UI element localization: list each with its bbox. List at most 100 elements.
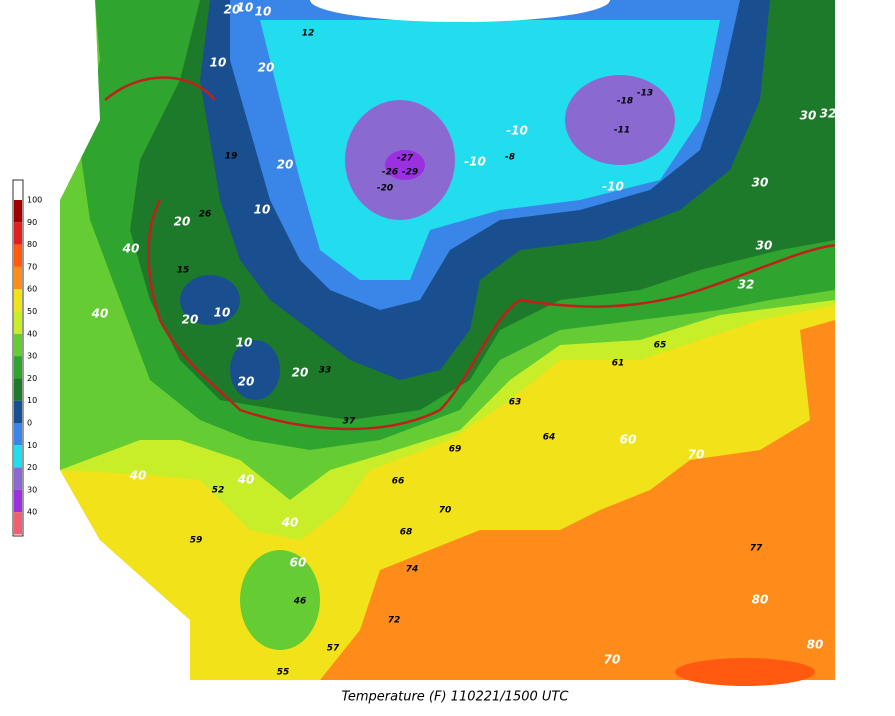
contour-label: 20: [182, 313, 199, 327]
colorbar-swatch: [14, 266, 22, 290]
colorbar-swatch: [14, 378, 22, 401]
freezing-contour: [104, 76, 836, 431]
colorbar-swatch: [14, 333, 22, 357]
station-value: 37: [343, 417, 356, 427]
contour-label: 32: [738, 278, 755, 292]
colorbar-label: 20: [27, 463, 37, 472]
contour-label: 32: [820, 107, 837, 121]
band-40-west: [240, 550, 320, 650]
colorbar-label: 0: [27, 419, 32, 428]
colorbar-label: 70: [27, 262, 37, 271]
station-value: 26: [199, 210, 212, 220]
station-value: 46: [293, 597, 307, 607]
contour-label: 20: [258, 61, 275, 75]
contour-label: 40: [122, 242, 140, 256]
contour-label: 10: [237, 1, 254, 15]
colorbar-swatch: [14, 467, 22, 490]
station-value: -11: [614, 126, 630, 136]
station-value: -26: [382, 168, 398, 178]
station-value: 66: [392, 477, 405, 487]
contour-label: 60: [290, 556, 307, 570]
station-value: -18: [617, 97, 633, 107]
contour-label: 20: [238, 375, 255, 389]
colorbar-label: 90: [27, 218, 37, 227]
colorbar-label: 100: [27, 196, 42, 205]
colorbar-swatch: [14, 489, 22, 513]
colorbar-label: 60: [27, 285, 37, 294]
station-value: 55: [277, 668, 290, 678]
contour-label: 60: [620, 433, 637, 447]
colorbar-label: 10: [27, 396, 37, 405]
station-value: 52: [212, 486, 225, 496]
colorbar-swatch: [14, 400, 22, 423]
colorbar-swatch: [14, 423, 22, 446]
colorbar-swatch: [14, 222, 22, 245]
colorbar-label: 40: [27, 329, 37, 338]
station-value: 12: [302, 29, 315, 39]
contour-label: 40: [281, 516, 299, 530]
station-value: 59: [190, 536, 203, 546]
station-value: 65: [654, 341, 667, 351]
station-value: 68: [400, 528, 413, 538]
station-value: 15: [177, 266, 190, 276]
colorbar-swatch: [14, 445, 22, 468]
colorbar-swatch: [14, 244, 22, 267]
map-blank-west: [60, 0, 100, 200]
station-value: -27: [397, 154, 414, 164]
band-80: [675, 658, 815, 686]
colorbar-label: 40: [27, 508, 37, 517]
contour-label: 20: [277, 158, 294, 172]
station-value: -29: [402, 168, 418, 178]
contour-label: 10: [210, 56, 227, 70]
station-value: 61: [612, 359, 625, 369]
colorbar-swatch: [14, 289, 22, 312]
contour-label: 10: [255, 5, 272, 19]
contour-label: -10: [602, 180, 624, 194]
band-10-sw: [230, 340, 280, 400]
contour-label: 30: [752, 176, 769, 190]
contour-label: 30: [756, 239, 773, 253]
cold-cap: [310, 0, 610, 22]
contour-label: 10: [236, 336, 253, 350]
station-value: 19: [225, 152, 238, 162]
station-value: 57: [327, 644, 340, 654]
caption: Temperature (F) 110221/1500 UTC: [342, 690, 570, 705]
contour-label: 20: [292, 366, 309, 380]
colorbar-label: 50: [27, 307, 37, 316]
contour-label: 80: [807, 638, 824, 652]
colorbar-swatch: [14, 311, 22, 334]
station-value: 70: [439, 506, 452, 516]
colorbar-label: 80: [27, 240, 37, 249]
contour-label: 20: [174, 215, 191, 229]
contour-label: 80: [752, 593, 769, 607]
colorbar-swatch: [14, 356, 22, 379]
band-10-west: [180, 275, 240, 325]
station-value: -20: [377, 184, 393, 194]
temperature-field: [60, 0, 836, 686]
colorbar-swatch: [14, 200, 22, 223]
station-value: -13: [637, 89, 653, 99]
station-value: 77: [750, 544, 763, 554]
contour-label: 10: [214, 306, 231, 320]
contour-label: 20: [224, 3, 241, 17]
station-value: -8: [505, 153, 515, 163]
contour-label: 40: [237, 473, 255, 487]
colorbar-label: 10: [27, 441, 37, 450]
band-neg30: [385, 150, 425, 180]
colorbar-swatch: [14, 512, 22, 535]
band-neg20: [565, 75, 675, 165]
station-value: 74: [406, 565, 419, 575]
contour-label: 10: [254, 203, 271, 217]
colorbar-label: 30: [27, 352, 37, 361]
station-value: 72: [388, 616, 401, 626]
contour-label: 40: [91, 307, 109, 321]
station-value: 63: [509, 398, 522, 408]
station-value: 69: [449, 445, 462, 455]
contour-label: -10: [464, 155, 486, 169]
colorbar-label: 20: [27, 374, 37, 383]
contour-label: 40: [129, 469, 147, 483]
contour-label: 30: [800, 109, 817, 123]
